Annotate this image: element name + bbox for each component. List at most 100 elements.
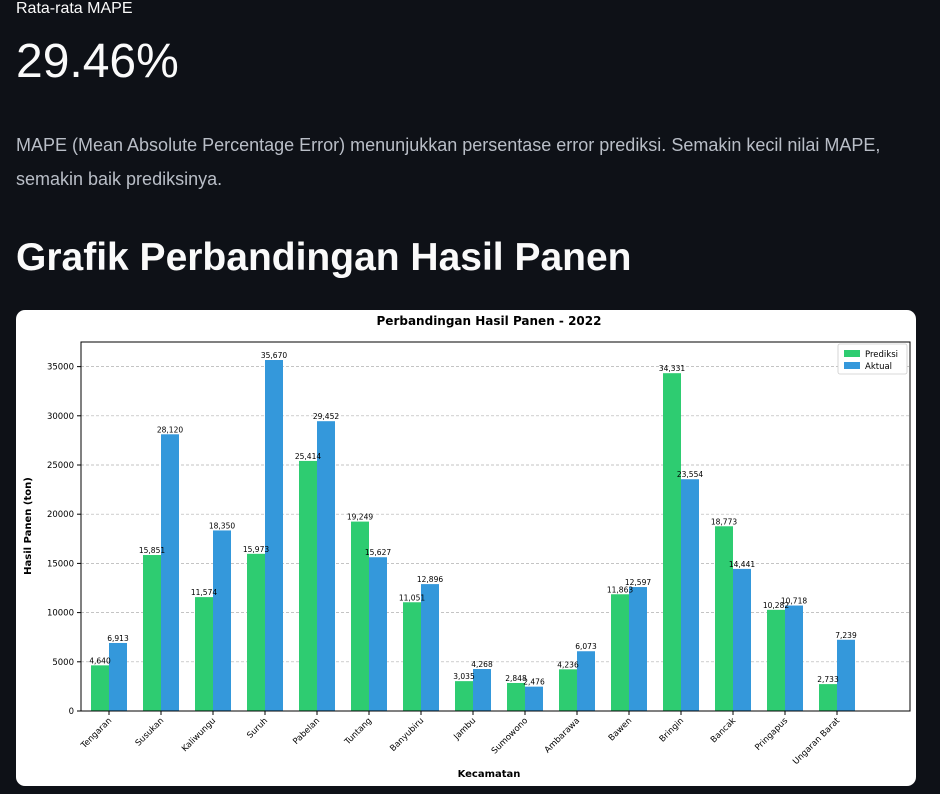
data-label: 4,268 xyxy=(471,660,493,669)
data-label: 19,249 xyxy=(347,513,373,522)
bar-chart: 0 5000 10000 15000 20000 25000 30000 35000 Tenga… xyxy=(23,314,911,780)
data-label: 14,441 xyxy=(729,560,755,569)
data-label: 11,863 xyxy=(607,585,633,594)
bar-prediksi xyxy=(819,684,837,711)
data-label: 6,073 xyxy=(575,642,597,651)
chart-legend: Prediksi Aktual xyxy=(837,343,908,375)
data-label: 11,574 xyxy=(191,588,217,597)
y-axis-title: Hasil Panen (ton) xyxy=(23,477,34,575)
data-label: 2,848 xyxy=(505,674,527,683)
bar-prediksi xyxy=(91,665,109,711)
x-tick-label: Tengaran xyxy=(79,716,114,751)
bar-aktual xyxy=(733,568,751,711)
metric-description: MAPE (Mean Absolute Percentage Error) me… xyxy=(16,135,881,189)
bar-aktual xyxy=(473,669,491,711)
y-tick-label: 15000 xyxy=(47,559,74,569)
bar-aktual xyxy=(109,642,127,711)
legend-swatch-prediksi xyxy=(844,350,860,357)
data-label: 15,851 xyxy=(139,546,165,555)
bar-prediksi xyxy=(195,597,213,711)
x-tick-label: Bringin xyxy=(658,716,686,744)
metric-value: 29.46% xyxy=(16,35,179,88)
bar-aktual xyxy=(629,587,647,711)
x-tick-label: Pringapus xyxy=(753,716,790,753)
bar-prediksi xyxy=(143,555,161,711)
bar-prediksi xyxy=(611,594,629,711)
data-label: 15,627 xyxy=(365,548,391,557)
bar-prediksi xyxy=(351,521,369,711)
data-label: 35,670 xyxy=(261,351,287,360)
bar-aktual xyxy=(213,530,231,711)
y-tick-label: 5000 xyxy=(52,658,74,668)
x-tick-label: Ambarawa xyxy=(543,716,582,755)
data-label: 2,733 xyxy=(817,675,839,684)
bar-prediksi xyxy=(663,373,681,711)
y-tick-label: 35000 xyxy=(47,363,74,373)
x-tick-label: Bancak xyxy=(709,716,738,745)
legend-label-prediksi: Prediksi xyxy=(865,350,898,360)
data-label: 4,236 xyxy=(557,660,579,669)
bar-prediksi xyxy=(455,681,473,711)
data-label: 18,350 xyxy=(209,521,235,530)
x-tick-label: Bawen xyxy=(607,716,634,743)
bar-prediksi xyxy=(559,669,577,711)
bar-aktual xyxy=(785,605,803,711)
data-label: 10,718 xyxy=(781,597,807,606)
x-tick-label: Kaliwungu xyxy=(180,716,218,754)
data-label: 6,913 xyxy=(107,634,129,643)
bar-prediksi xyxy=(715,526,733,711)
x-tick-label: Susukan xyxy=(134,716,167,749)
y-tick-label: 0 xyxy=(69,707,74,717)
bar-prediksi xyxy=(247,553,265,711)
bar-aktual xyxy=(265,360,283,711)
chart-card: 0 5000 10000 15000 20000 25000 30000 35000 Tenga… xyxy=(16,310,916,786)
bar-layer xyxy=(91,360,855,711)
chart-title: Perbandingan Hasil Panen - 2022 xyxy=(377,314,602,328)
bar-aktual xyxy=(421,584,439,711)
metric-label: Rata-rata MAPE xyxy=(16,0,133,17)
x-tick-label: Banyubiru xyxy=(388,716,426,754)
bar-prediksi xyxy=(403,602,421,711)
bar-prediksi xyxy=(767,609,785,711)
data-label: 28,120 xyxy=(157,425,183,434)
x-tick-label: Jambu xyxy=(451,716,478,743)
data-label: 23,554 xyxy=(677,470,703,479)
data-label: 2,476 xyxy=(523,678,545,687)
x-tick-label: Ungaran Barat xyxy=(791,716,842,767)
bar-aktual xyxy=(161,434,179,711)
data-label: 4,640 xyxy=(89,656,111,665)
section-title: Grafik Perbandingan Hasil Panen xyxy=(16,236,632,279)
bar-aktual xyxy=(681,479,699,711)
data-label: 12,896 xyxy=(417,575,443,584)
y-tick-label: 20000 xyxy=(47,510,74,520)
x-tick-label: Pabelan xyxy=(291,716,322,747)
x-tick-label: Tuntang xyxy=(342,716,374,748)
x-axis-title: Kecamatan xyxy=(458,769,521,780)
data-label: 15,973 xyxy=(243,545,269,554)
label-layer: 4,640 6,913 15,851 28,120 11,574 18,350 15,973… xyxy=(89,351,857,687)
bar-aktual xyxy=(837,639,855,711)
data-label: 3,035 xyxy=(453,672,475,681)
y-tick-label: 25000 xyxy=(47,461,74,471)
bar-aktual xyxy=(577,651,595,711)
data-label: 29,452 xyxy=(313,412,339,421)
plot-frame xyxy=(80,341,911,712)
bar-aktual xyxy=(525,686,543,711)
data-label: 25,414 xyxy=(295,452,321,461)
bar-prediksi xyxy=(507,682,525,711)
bar-aktual xyxy=(317,421,335,711)
y-tick-label: 30000 xyxy=(47,412,74,422)
bar-prediksi xyxy=(299,460,317,711)
data-label: 10,282 xyxy=(763,601,789,610)
x-tick-label: Sumowono xyxy=(490,716,530,756)
x-tick-label: Suruh xyxy=(245,716,270,741)
legend-label-aktual: Aktual xyxy=(865,362,892,372)
data-label: 18,773 xyxy=(711,517,737,526)
data-label: 12,597 xyxy=(625,578,651,587)
bar-aktual xyxy=(369,557,387,711)
data-label: 7,239 xyxy=(835,631,857,640)
data-label: 34,331 xyxy=(659,364,685,373)
y-tick-label: 10000 xyxy=(47,609,74,619)
legend-swatch-aktual xyxy=(844,362,860,369)
data-label: 11,051 xyxy=(399,593,425,602)
